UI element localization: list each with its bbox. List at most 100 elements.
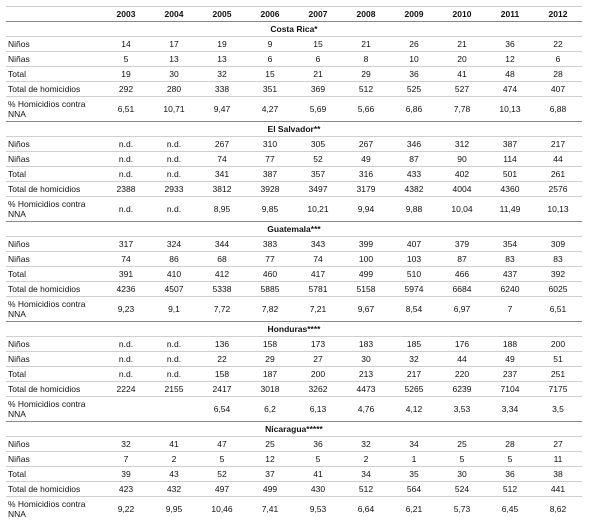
cell: n.d. xyxy=(102,167,150,182)
cell: 90 xyxy=(438,152,486,167)
cell: 392 xyxy=(534,267,582,282)
cell: 2417 xyxy=(198,382,246,397)
cell: n.d. xyxy=(102,152,150,167)
cell: 10,21 xyxy=(294,197,342,222)
cell: 324 xyxy=(150,237,198,252)
cell: 280 xyxy=(150,82,198,97)
cell: 83 xyxy=(486,252,534,267)
cell: 49 xyxy=(486,352,534,367)
cell: n.d. xyxy=(102,367,150,382)
cell: 13 xyxy=(198,52,246,67)
cell: 407 xyxy=(390,237,438,252)
cell: n.d. xyxy=(102,337,150,352)
cell: 10,04 xyxy=(438,197,486,222)
cell: 510 xyxy=(390,267,438,282)
cell: 5781 xyxy=(294,282,342,297)
cell: 460 xyxy=(246,267,294,282)
cell: 7 xyxy=(102,452,150,467)
row-label: Niñas xyxy=(6,52,102,67)
cell: 25 xyxy=(438,437,486,452)
cell: 32 xyxy=(102,437,150,452)
cell: 44 xyxy=(438,352,486,367)
cell: 4,27 xyxy=(246,97,294,122)
cell: n.d. xyxy=(102,137,150,152)
cell: 200 xyxy=(534,337,582,352)
cell: 7,82 xyxy=(246,297,294,322)
cell: 3497 xyxy=(294,182,342,197)
section-row: Costa Rica* xyxy=(6,22,582,37)
year-header: 2005 xyxy=(198,7,246,22)
cell: 310 xyxy=(246,137,294,152)
year-header: 2009 xyxy=(390,7,438,22)
cell: 292 xyxy=(102,82,150,97)
cell: 10,13 xyxy=(534,197,582,222)
cell: 30 xyxy=(150,67,198,82)
cell: 437 xyxy=(486,267,534,282)
cell: 351 xyxy=(246,82,294,97)
cell: 6,54 xyxy=(198,397,246,422)
row-label: Total xyxy=(6,167,102,182)
cell: 41 xyxy=(438,67,486,82)
row-label: Total de homicidios xyxy=(6,382,102,397)
cell: 34 xyxy=(342,467,390,482)
cell: 27 xyxy=(294,352,342,367)
cell: 6,45 xyxy=(486,497,534,521)
cell: 261 xyxy=(534,167,582,182)
cell: 15 xyxy=(294,37,342,52)
row-label: Niñas xyxy=(6,452,102,467)
cell: 47 xyxy=(198,437,246,452)
cell: 9,67 xyxy=(342,297,390,322)
cell: 4507 xyxy=(150,282,198,297)
cell: 19 xyxy=(102,67,150,82)
cell: 21 xyxy=(294,67,342,82)
cell: 44 xyxy=(534,152,582,167)
cell: 6239 xyxy=(438,382,486,397)
cell: 432 xyxy=(150,482,198,497)
cell: 77 xyxy=(246,252,294,267)
cell: 8,62 xyxy=(534,497,582,521)
cell: 9,47 xyxy=(198,97,246,122)
cell: 83 xyxy=(534,252,582,267)
cell: 5 xyxy=(102,52,150,67)
row-label: Total de homicidios xyxy=(6,182,102,197)
cell: 430 xyxy=(294,482,342,497)
cell: 8,54 xyxy=(390,297,438,322)
cell: 312 xyxy=(438,137,486,152)
cell: 17 xyxy=(150,37,198,52)
section-title: Honduras**** xyxy=(6,322,582,337)
cell: 5974 xyxy=(390,282,438,297)
cell: 5,66 xyxy=(342,97,390,122)
row-label: % Homicidios contra NNA xyxy=(6,97,102,122)
cell: n.d. xyxy=(150,352,198,367)
cell xyxy=(102,397,150,422)
cell: 417 xyxy=(294,267,342,282)
cell: 369 xyxy=(294,82,342,97)
cell: 26 xyxy=(390,37,438,52)
cell: 36 xyxy=(294,437,342,452)
cell: 5 xyxy=(438,452,486,467)
cell: 2 xyxy=(342,452,390,467)
cell: 344 xyxy=(198,237,246,252)
cell: 346 xyxy=(390,137,438,152)
cell: 5265 xyxy=(390,382,438,397)
row-label: Total xyxy=(6,367,102,382)
cell: 15 xyxy=(246,67,294,82)
year-header: 2006 xyxy=(246,7,294,22)
cell: 379 xyxy=(438,237,486,252)
year-header: 2007 xyxy=(294,7,342,22)
cell: 5 xyxy=(198,452,246,467)
year-header: 2012 xyxy=(534,7,582,22)
cell: 51 xyxy=(534,352,582,367)
cell: 357 xyxy=(294,167,342,182)
cell: 36 xyxy=(486,37,534,52)
cell: 6,51 xyxy=(102,97,150,122)
cell: 5,73 xyxy=(438,497,486,521)
row-label: Niñas xyxy=(6,252,102,267)
year-header: 2004 xyxy=(150,7,198,22)
cell: 217 xyxy=(390,367,438,382)
